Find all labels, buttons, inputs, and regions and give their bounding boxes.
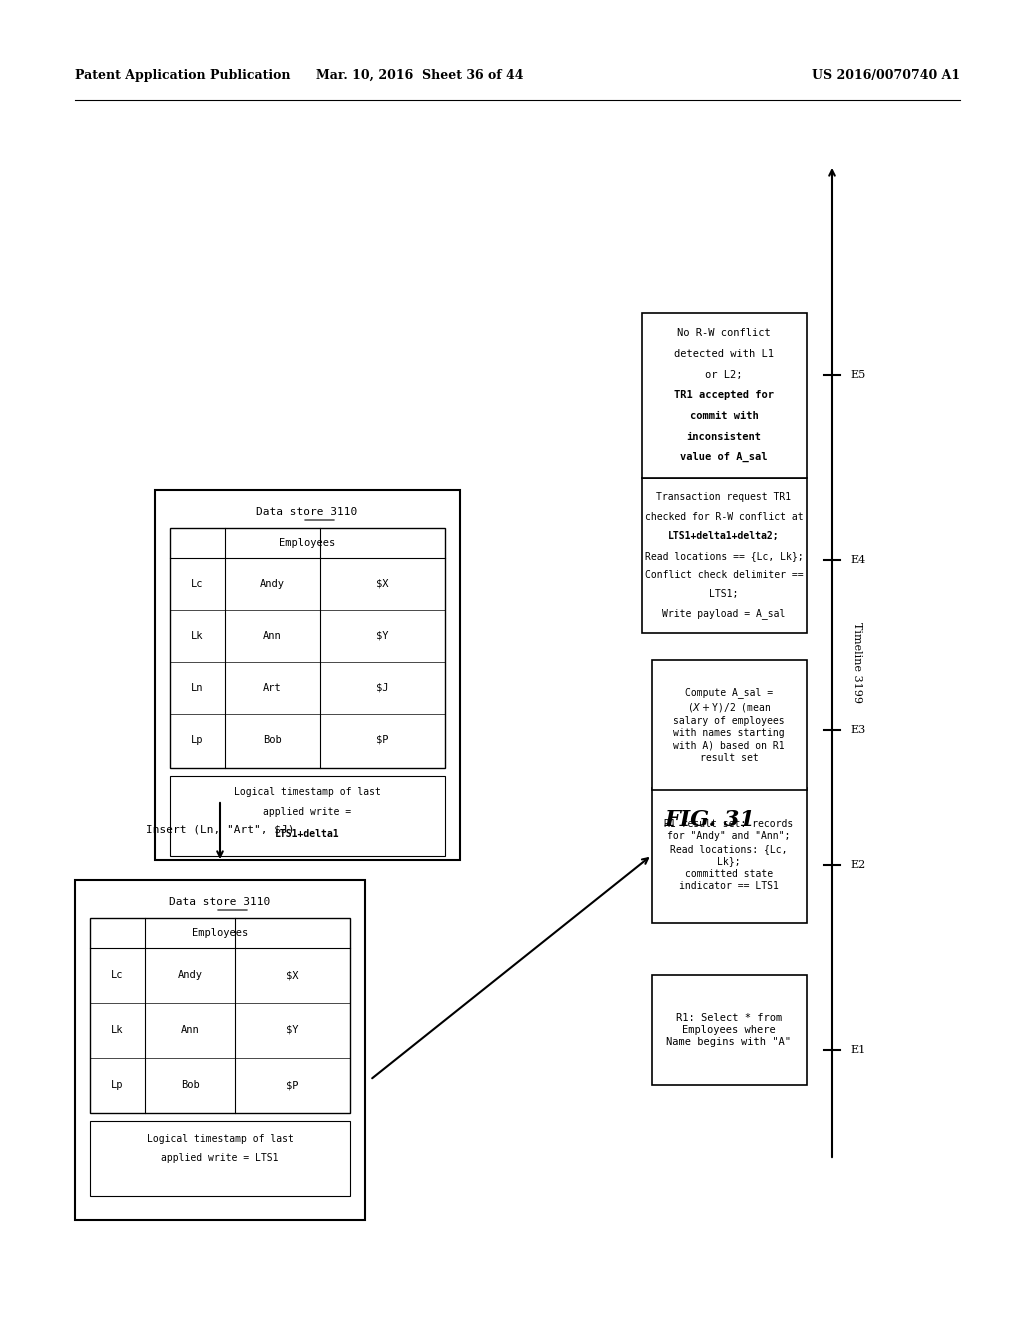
Text: Bob: Bob bbox=[180, 1080, 200, 1090]
Text: $J: $J bbox=[376, 682, 388, 693]
Bar bbox=[652, 975, 807, 1085]
Text: Write payload = A_sal: Write payload = A_sal bbox=[663, 609, 785, 619]
Text: value of A_sal: value of A_sal bbox=[680, 453, 768, 462]
Text: TR1 accepted for: TR1 accepted for bbox=[674, 391, 774, 400]
Bar bbox=[75, 880, 365, 1220]
Text: Patent Application Publication: Patent Application Publication bbox=[75, 69, 291, 82]
Text: Ann: Ann bbox=[262, 631, 282, 642]
Text: E4: E4 bbox=[850, 554, 865, 565]
Text: $X: $X bbox=[376, 579, 388, 589]
Text: Ln: Ln bbox=[190, 682, 203, 693]
Text: or L2;: or L2; bbox=[706, 370, 742, 380]
Text: Lk: Lk bbox=[190, 631, 203, 642]
Bar bbox=[155, 490, 460, 861]
Text: LTS1+delta1+delta2;: LTS1+delta1+delta2; bbox=[669, 531, 780, 541]
Text: $Y: $Y bbox=[376, 631, 388, 642]
Bar bbox=[642, 313, 807, 478]
Text: FIG. 31: FIG. 31 bbox=[665, 809, 756, 832]
Text: Data store 3110: Data store 3110 bbox=[169, 898, 270, 907]
Text: Timeline 3199: Timeline 3199 bbox=[852, 622, 862, 702]
Text: Logical timestamp of last: Logical timestamp of last bbox=[146, 1134, 294, 1144]
Text: E3: E3 bbox=[850, 725, 865, 735]
Text: Lc: Lc bbox=[190, 579, 203, 589]
Text: $X: $X bbox=[286, 970, 298, 979]
Bar bbox=[642, 478, 807, 634]
Text: checked for R-W conflict at: checked for R-W conflict at bbox=[645, 512, 803, 521]
Text: $P: $P bbox=[376, 735, 388, 744]
Text: applied write = LTS1: applied write = LTS1 bbox=[161, 1152, 279, 1163]
Bar bbox=[652, 788, 807, 923]
Text: R1: Select * from
Employees where
Name begins with "A": R1: Select * from Employees where Name b… bbox=[667, 1012, 792, 1047]
Text: Data store 3110: Data store 3110 bbox=[256, 507, 357, 517]
Text: $P: $P bbox=[286, 1080, 298, 1090]
Text: Employees: Employees bbox=[191, 928, 248, 939]
Text: US 2016/0070740 A1: US 2016/0070740 A1 bbox=[812, 69, 961, 82]
Text: LTS1;: LTS1; bbox=[710, 589, 738, 599]
Text: inconsistent: inconsistent bbox=[686, 432, 762, 442]
Text: Lc: Lc bbox=[111, 970, 123, 979]
Bar bbox=[90, 1121, 350, 1196]
Bar bbox=[170, 776, 445, 855]
Text: Lp: Lp bbox=[190, 735, 203, 744]
Text: Andy: Andy bbox=[177, 970, 203, 979]
Text: Art: Art bbox=[262, 682, 282, 693]
Text: Bob: Bob bbox=[262, 735, 282, 744]
Text: No R-W conflict: No R-W conflict bbox=[677, 329, 771, 338]
Text: Lp: Lp bbox=[111, 1080, 123, 1090]
Bar bbox=[170, 528, 445, 768]
Text: Transaction request TR1: Transaction request TR1 bbox=[656, 492, 792, 503]
Text: Logical timestamp of last: Logical timestamp of last bbox=[233, 787, 381, 797]
Bar bbox=[90, 917, 350, 1113]
Text: Employees: Employees bbox=[279, 539, 335, 548]
Text: Insert (Ln, "Art", $J): Insert (Ln, "Art", $J) bbox=[145, 825, 294, 836]
Text: LTS1+delta1: LTS1+delta1 bbox=[274, 829, 339, 840]
Text: detected with L1: detected with L1 bbox=[674, 348, 774, 359]
Text: Andy: Andy bbox=[259, 579, 285, 589]
Text: Lk: Lk bbox=[111, 1026, 123, 1035]
Text: E1: E1 bbox=[850, 1045, 865, 1055]
Text: Compute A_sal =
($X+$Y)/2 (mean
salary of employees
with names starting
with A) : Compute A_sal = ($X+$Y)/2 (mean salary o… bbox=[673, 686, 784, 763]
Text: $Y: $Y bbox=[286, 1026, 298, 1035]
Text: E5: E5 bbox=[850, 370, 865, 380]
Text: applied write =: applied write = bbox=[263, 807, 351, 817]
Text: commit with: commit with bbox=[689, 411, 759, 421]
Text: R1 result set: records
for "Andy" and "Ann";
Read locations: {Lc,
Lk};
committed: R1 result set: records for "Andy" and "A… bbox=[665, 818, 794, 891]
Text: Mar. 10, 2016  Sheet 36 of 44: Mar. 10, 2016 Sheet 36 of 44 bbox=[316, 69, 523, 82]
Text: E2: E2 bbox=[850, 861, 865, 870]
Bar bbox=[652, 660, 807, 789]
Text: Ann: Ann bbox=[180, 1026, 200, 1035]
Text: Conflict check delimiter ==: Conflict check delimiter == bbox=[645, 570, 803, 579]
Text: Read locations == {Lc, Lk};: Read locations == {Lc, Lk}; bbox=[645, 550, 803, 561]
